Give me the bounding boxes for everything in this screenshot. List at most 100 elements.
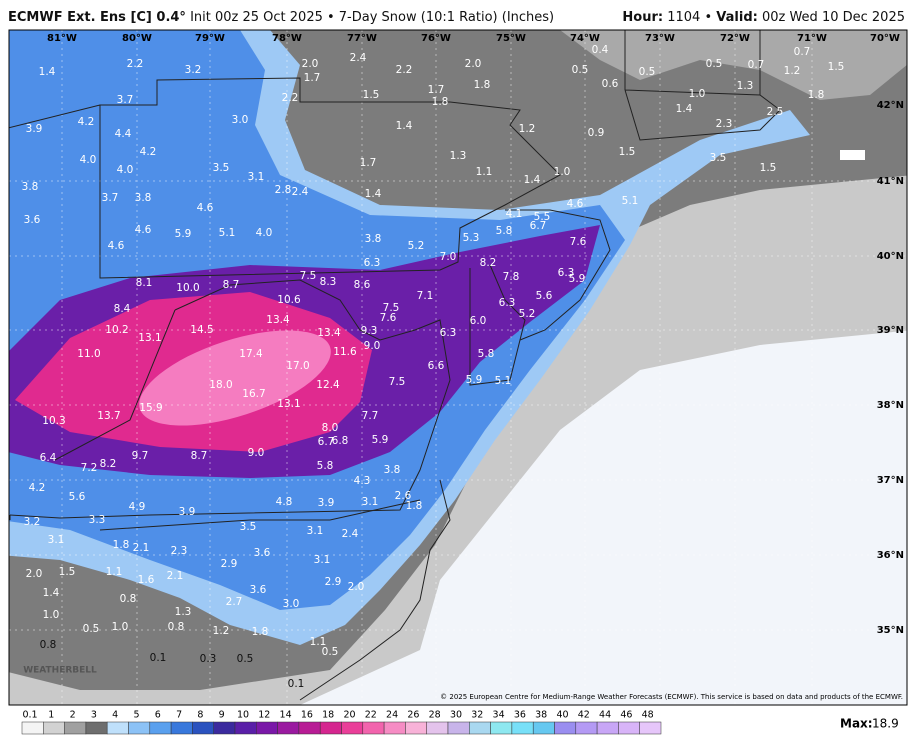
snow-value: 0.6 bbox=[602, 78, 619, 90]
snow-value: 1.3 bbox=[175, 606, 192, 618]
latitude-label: 35°N bbox=[877, 625, 904, 636]
snow-value: 1.2 bbox=[519, 123, 536, 135]
snow-value: 10.2 bbox=[105, 324, 128, 336]
snow-value: 5.1 bbox=[219, 227, 236, 239]
copyright: © 2025 European Centre for Medium-Range … bbox=[440, 693, 903, 701]
header-right: Hour: 1104 • Valid: 00z Wed 10 Dec 2025 bbox=[622, 10, 905, 25]
legend-swatch bbox=[383, 721, 406, 735]
snow-value: 6.3 bbox=[499, 297, 516, 309]
legend-tick: 32 bbox=[471, 710, 483, 721]
snow-value: 4.2 bbox=[29, 482, 46, 494]
legend-tick: 6 bbox=[155, 710, 161, 721]
longitude-label: 77°W bbox=[347, 33, 377, 44]
snow-value: 9.7 bbox=[132, 450, 149, 462]
snow-value: 8.6 bbox=[354, 279, 371, 291]
snow-value: 3.8 bbox=[365, 233, 382, 245]
graticule bbox=[9, 30, 907, 705]
snow-value: 6.8 bbox=[332, 435, 349, 447]
legend-tick: 8 bbox=[197, 710, 203, 721]
snow-value: 13.4 bbox=[266, 314, 290, 326]
snow-value: 3.1 bbox=[362, 496, 379, 508]
legend-swatch bbox=[256, 721, 278, 735]
snow-value: 2.3 bbox=[171, 545, 188, 557]
snow-value: 2.0 bbox=[465, 58, 482, 70]
snow-value: 2.0 bbox=[348, 581, 365, 593]
legend-tick: 9 bbox=[219, 710, 225, 721]
legend-swatch bbox=[234, 721, 257, 735]
snow-value: 3.7 bbox=[117, 94, 134, 106]
snow-value: 5.9 bbox=[569, 273, 586, 285]
longitude-label: 70°W bbox=[870, 33, 900, 44]
title-bold: ECMWF Ext. Ens [C] 0.4° bbox=[8, 10, 186, 25]
snow-value: 5.6 bbox=[69, 491, 86, 503]
legend-swatch bbox=[447, 721, 470, 735]
legend-swatch bbox=[532, 721, 555, 735]
snow-value: 5.2 bbox=[408, 240, 425, 252]
snow-value: 7.6 bbox=[380, 312, 397, 324]
legend-swatch bbox=[554, 721, 577, 735]
snow-value: 7.0 bbox=[440, 251, 457, 263]
legend-tick: 40 bbox=[556, 710, 568, 721]
snow-value: 3.3 bbox=[89, 514, 106, 526]
snow-value: 5.2 bbox=[519, 308, 536, 320]
hour-label: Hour: bbox=[622, 10, 663, 25]
snow-value: 0.8 bbox=[120, 593, 137, 605]
snow-value: 1.0 bbox=[112, 621, 129, 633]
snow-value: 7.6 bbox=[570, 236, 587, 248]
snow-value: 5.8 bbox=[478, 348, 495, 360]
hour: 1104 bbox=[667, 10, 700, 25]
header-left: ECMWF Ext. Ens [C] 0.4° Init 00z 25 Oct … bbox=[8, 10, 554, 25]
snow-value: 13.1 bbox=[138, 332, 161, 344]
snow-value: 0.5 bbox=[237, 653, 254, 665]
snow-value: 5.8 bbox=[496, 225, 513, 237]
legend-tick: 48 bbox=[642, 710, 654, 721]
snow-value: 1.7 bbox=[304, 72, 321, 84]
legend-tick: 24 bbox=[386, 710, 398, 721]
snow-value: 1.4 bbox=[39, 66, 56, 78]
snow-value: 3.0 bbox=[232, 114, 249, 126]
snow-value: 7.5 bbox=[383, 302, 400, 314]
snow-value: 1.6 bbox=[138, 574, 155, 586]
snow-value: 13.1 bbox=[277, 398, 300, 410]
snow-value: 5.1 bbox=[622, 195, 639, 207]
snow-value: 1.1 bbox=[476, 166, 493, 178]
snow-value: 3.1 bbox=[307, 525, 324, 537]
snow-value: 3.1 bbox=[48, 534, 65, 546]
snow-value: 18.0 bbox=[209, 379, 232, 391]
legend-swatch bbox=[426, 721, 449, 735]
legend-tick: 44 bbox=[599, 710, 611, 721]
legend-swatch bbox=[298, 721, 321, 735]
snow-value: 2.7 bbox=[226, 596, 243, 608]
snow-value: 4.6 bbox=[108, 240, 125, 252]
snow-value: 7.5 bbox=[389, 376, 406, 388]
snow-value: 6.4 bbox=[40, 452, 57, 464]
legend-swatch bbox=[341, 721, 364, 735]
snow-value: 1.2 bbox=[213, 625, 230, 637]
valid: 00z Wed 10 Dec 2025 bbox=[762, 10, 905, 25]
snow-value: 0.5 bbox=[83, 623, 100, 635]
legend-tick: 22 bbox=[365, 710, 377, 721]
snow-value: 6.3 bbox=[364, 257, 381, 269]
snow-value: 0.4 bbox=[592, 44, 609, 56]
legend-tick: 26 bbox=[407, 710, 419, 721]
legend-tick: 16 bbox=[301, 710, 313, 721]
snow-value: 0.7 bbox=[794, 46, 811, 58]
snow-value: 2.2 bbox=[127, 58, 144, 70]
snow-value: 2.3 bbox=[716, 118, 733, 130]
legend-tick: 2 bbox=[70, 710, 76, 721]
legend-swatch bbox=[319, 721, 342, 735]
snow-value: 5.6 bbox=[536, 290, 553, 302]
snow-value: 4.0 bbox=[117, 164, 134, 176]
snow-value: 1.8 bbox=[406, 500, 423, 512]
snow-value: 9.0 bbox=[248, 447, 265, 459]
snow-value: 6.7 bbox=[318, 436, 335, 448]
snow-value: 5.9 bbox=[372, 434, 389, 446]
snow-value: 3.2 bbox=[185, 64, 202, 76]
snow-value: 5.3 bbox=[463, 232, 480, 244]
snow-value: 7.7 bbox=[362, 410, 379, 422]
snow-value: 4.6 bbox=[567, 198, 584, 210]
snow-value: 2.6 bbox=[395, 490, 412, 502]
snow-value: 8.3 bbox=[320, 276, 337, 288]
snow-value: 3.1 bbox=[248, 171, 265, 183]
